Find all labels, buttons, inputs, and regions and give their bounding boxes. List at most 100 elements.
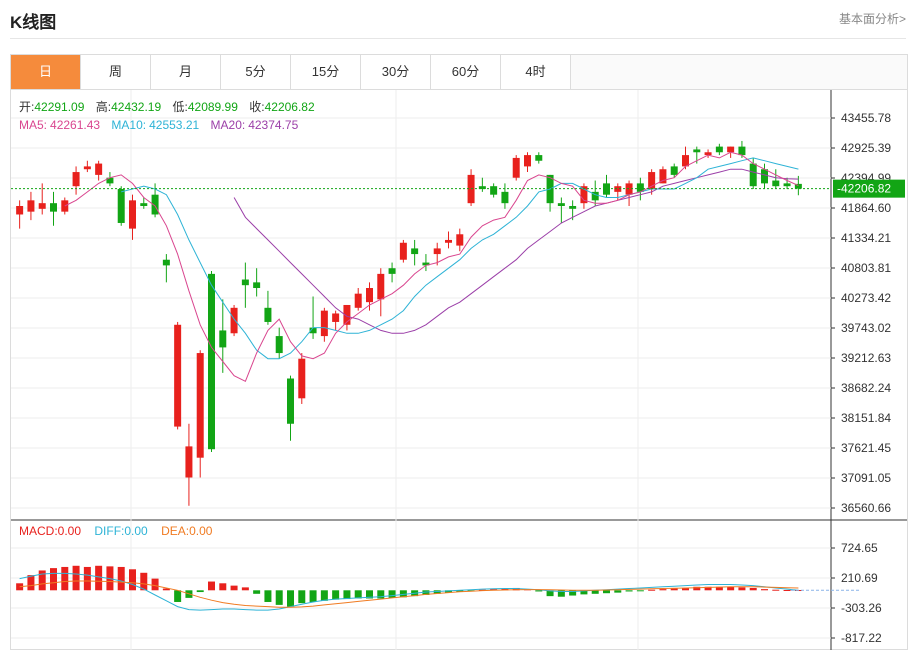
macd-bar xyxy=(603,590,610,594)
last-price-tag xyxy=(833,179,905,198)
tab-week[interactable]: 周 xyxy=(81,55,151,89)
macd-bar xyxy=(433,590,441,594)
tab-4hour[interactable]: 4时 xyxy=(501,55,571,89)
open-value: 42291.09 xyxy=(34,100,84,114)
macd-bar xyxy=(591,590,599,594)
candle-body xyxy=(614,186,622,192)
candle-body xyxy=(727,146,735,153)
candle-body xyxy=(174,324,182,427)
macd-bar xyxy=(208,581,215,591)
candle-body xyxy=(445,239,452,243)
candle-body xyxy=(501,191,509,204)
dea-label: DEA: xyxy=(161,524,189,538)
candle-body xyxy=(50,203,57,212)
tab-60min[interactable]: 60分 xyxy=(431,55,501,89)
macd-bar xyxy=(298,590,306,604)
macd-bar xyxy=(309,590,317,602)
macd-bar xyxy=(343,590,351,600)
macd-y-tick-label: -817.22 xyxy=(841,631,882,645)
candle-body xyxy=(27,200,35,212)
macd-bar xyxy=(535,590,543,592)
macd-bar xyxy=(61,566,69,591)
candle-body xyxy=(253,282,261,289)
tab-5min[interactable]: 5分 xyxy=(221,55,291,89)
macd-bar xyxy=(332,590,340,600)
candle-body xyxy=(715,146,723,153)
candle-body xyxy=(196,353,204,458)
low-label: 低: xyxy=(173,100,188,114)
candle-body xyxy=(162,259,170,266)
candle-body xyxy=(603,183,610,195)
macd-bar xyxy=(761,589,768,591)
candle-body xyxy=(230,307,238,334)
macd-bar xyxy=(682,587,689,591)
y-tick-label: 39743.02 xyxy=(841,321,891,335)
candle-body xyxy=(38,203,46,209)
candle-body xyxy=(83,166,91,170)
ma10-line xyxy=(121,157,799,360)
candle-body xyxy=(659,169,667,184)
y-tick-label: 42925.39 xyxy=(841,141,891,155)
macd-bar xyxy=(501,588,509,591)
svg-text:MACD:0.00 DIFF:0.00: MACD:0.00 DIFF:0.00 DEA:0.00 xyxy=(19,524,213,538)
divider xyxy=(10,38,906,39)
macd-bar xyxy=(50,568,57,591)
macd-bar xyxy=(422,590,430,595)
y-tick-label: 43455.78 xyxy=(841,111,891,125)
diff-label: DIFF: xyxy=(94,524,124,538)
candle-body xyxy=(772,180,780,187)
candle-body xyxy=(95,163,103,175)
last-price-label: -42206.82 xyxy=(837,182,891,196)
period-tabs: 日 周 月 5分 15分 30分 60分 4时 xyxy=(10,54,908,90)
y-tick-label: 40803.81 xyxy=(841,261,891,275)
macd-bar xyxy=(569,590,577,596)
y-tick-label: 41334.21 xyxy=(841,231,891,245)
macd-bar xyxy=(614,590,622,593)
candle-body xyxy=(591,191,599,201)
macd-bar xyxy=(388,590,396,598)
macd-bar xyxy=(580,590,588,595)
y-tick-label: 36560.66 xyxy=(841,501,891,515)
macd-bar xyxy=(320,590,328,601)
candle-body xyxy=(332,313,340,322)
macd-bar xyxy=(625,590,633,592)
tab-month[interactable]: 月 xyxy=(151,55,221,89)
candle-body xyxy=(343,304,351,325)
ma5-value: 42261.43 xyxy=(50,118,100,132)
candle-body xyxy=(411,248,419,255)
macd-bar xyxy=(704,586,712,591)
close-label: 收: xyxy=(249,100,264,114)
fundamental-analysis-link[interactable]: 基本面分析> xyxy=(838,12,906,26)
page-title: K线图 xyxy=(10,13,57,32)
tab-day[interactable]: 日 xyxy=(11,55,81,89)
candle-body xyxy=(648,172,656,190)
candle-body xyxy=(309,327,317,334)
candle-body xyxy=(241,279,249,286)
macd-bar xyxy=(72,565,80,591)
y-tick-label: 41864.60 xyxy=(841,201,891,215)
macd-y-tick-label: 210.69 xyxy=(841,571,878,585)
macd-bar xyxy=(715,586,723,591)
candle-body xyxy=(366,288,373,303)
macd-value: 0.00 xyxy=(58,524,82,538)
svg-text:开:42291.09 高:42432.19: 开:42291.09 高:42432.19 低:42089.99 收:42206… xyxy=(19,99,315,114)
svg-text:MA5:42261.43 MA10:42553.: MA5: 42261.43 MA10: 42553.21 MA20: 42374.75 xyxy=(19,118,299,132)
kline-chart-svg[interactable]: 43455.7842925.3942394.9941864.6041334.21… xyxy=(11,90,907,650)
y-tick-label: 40273.42 xyxy=(841,291,891,305)
chart-panel[interactable]: 43455.78 42925.39 42394.99 41864.60 41334.21… xyxy=(10,90,908,650)
candle-body xyxy=(399,242,407,260)
ma5-label: MA5: xyxy=(19,118,47,132)
macd-bar xyxy=(783,590,791,592)
tab-15min[interactable]: 15分 xyxy=(291,55,361,89)
macd-bar xyxy=(38,570,46,591)
tab-30min[interactable]: 30分 xyxy=(361,55,431,89)
macd-bar xyxy=(287,590,294,607)
dea-line xyxy=(19,580,799,608)
candle-body xyxy=(693,149,701,153)
y-tick-label: 37621.45 xyxy=(841,441,891,455)
candle-body xyxy=(682,155,689,167)
candle-body xyxy=(72,172,80,187)
candle-body xyxy=(636,183,644,192)
candle-body xyxy=(354,293,362,308)
high-value: 42432.19 xyxy=(111,100,161,114)
